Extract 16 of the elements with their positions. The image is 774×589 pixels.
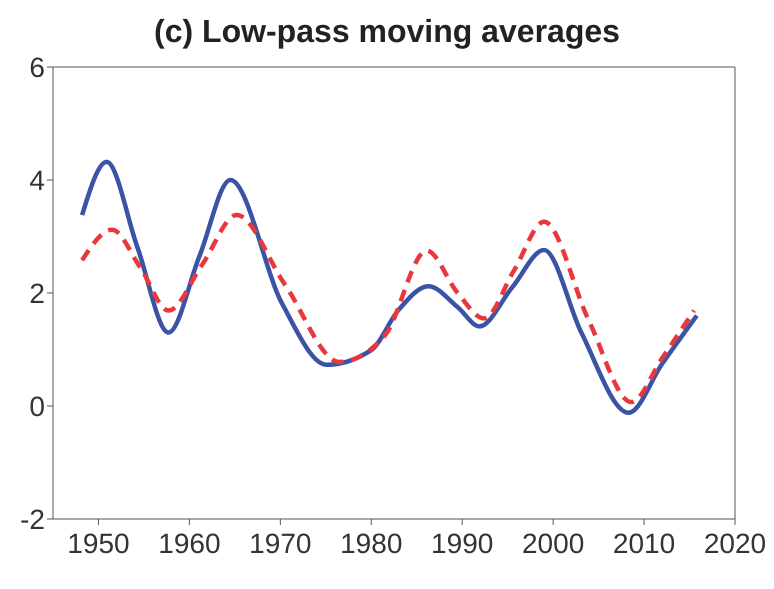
y-tick-label: 0 [29, 390, 45, 422]
y-tick-label: 6 [29, 52, 45, 83]
x-tick-label: 1950 [67, 528, 130, 559]
line-series [80, 160, 700, 416]
x-tick-label: 1970 [249, 528, 312, 559]
chart-title: (c) Low-pass moving averages [154, 13, 620, 49]
y-tick-label: 2 [29, 278, 45, 309]
x-tick-label: 1980 [340, 528, 402, 559]
x-tick-label: 1960 [158, 528, 221, 559]
line-series [80, 212, 696, 404]
x-tick-label: 2010 [612, 528, 676, 559]
x-tick-label: 1990 [431, 528, 494, 559]
y-tick-label: 4 [29, 164, 45, 196]
y-tick-label: -2 [20, 504, 45, 535]
x-tick-label: 2000 [522, 528, 584, 559]
x-tick-label: 2020 [704, 528, 766, 559]
